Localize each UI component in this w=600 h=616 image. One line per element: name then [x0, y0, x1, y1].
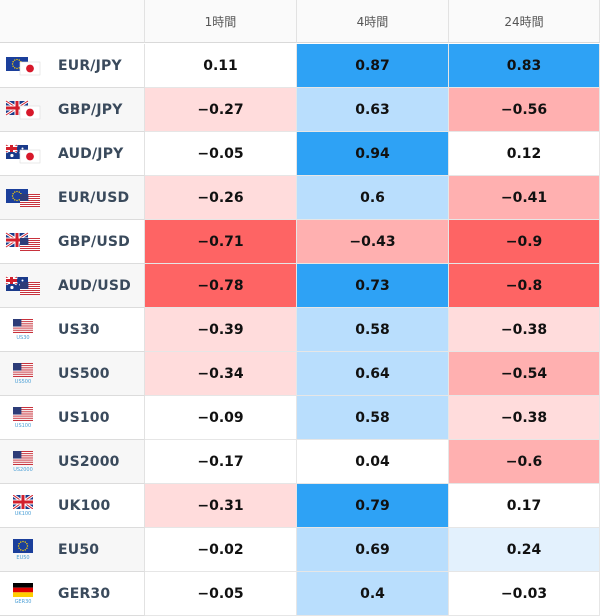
pair-cell-aud-usd[interactable]: AUD/USD — [0, 264, 145, 308]
flag-au-jp-icon — [0, 143, 46, 164]
value-24h: −0.41 — [449, 176, 600, 220]
flag-us-icon: US500 — [0, 362, 46, 385]
pair-name: EU50 — [58, 541, 100, 558]
value-4h: 0.63 — [297, 88, 449, 132]
flag-eu-us-icon — [0, 188, 46, 208]
pair-sublabel: US500 — [14, 378, 32, 385]
value-1h: −0.78 — [145, 264, 297, 308]
flag-eu-icon: EU50 — [0, 538, 46, 561]
pair-cell-us30[interactable]: US30 US30 — [0, 308, 145, 352]
pair-sublabel: UK100 — [14, 510, 32, 517]
pair-name: US2000 — [58, 453, 120, 470]
pair-name: GBP/USD — [58, 233, 131, 250]
pair-sublabel: US100 — [14, 422, 32, 429]
pair-name: UK100 — [58, 497, 111, 514]
value-4h: 0.4 — [297, 572, 449, 616]
value-4h: 0.58 — [297, 308, 449, 352]
pair-name: US100 — [58, 409, 110, 426]
value-24h: −0.38 — [449, 308, 600, 352]
value-1h: −0.05 — [145, 572, 297, 616]
pair-name: AUD/USD — [58, 277, 131, 294]
value-24h: −0.8 — [449, 264, 600, 308]
value-1h: 0.11 — [145, 44, 297, 88]
flag-gb-us-icon — [0, 231, 46, 252]
header-4h[interactable]: 4時間 — [297, 0, 449, 43]
flag-eu-jp-icon — [0, 56, 46, 76]
value-1h: −0.02 — [145, 528, 297, 572]
value-4h: 0.04 — [297, 440, 449, 484]
pair-sublabel: US2000 — [13, 466, 33, 473]
value-1h: −0.05 — [145, 132, 297, 176]
pair-name: EUR/JPY — [58, 57, 122, 74]
header-1h[interactable]: 1時間 — [145, 0, 297, 43]
pair-cell-us100[interactable]: US100 US100 — [0, 396, 145, 440]
pair-name: GBP/JPY — [58, 101, 123, 118]
pair-cell-us500[interactable]: US500 US500 — [0, 352, 145, 396]
value-24h: −0.03 — [449, 572, 600, 616]
pair-cell-eur-jpy[interactable]: EUR/JPY — [0, 44, 145, 88]
value-24h: 0.24 — [449, 528, 600, 572]
value-24h: 0.12 — [449, 132, 600, 176]
value-1h: −0.09 — [145, 396, 297, 440]
value-1h: −0.27 — [145, 88, 297, 132]
pair-cell-eur-usd[interactable]: EUR/USD — [0, 176, 145, 220]
pair-name: US30 — [58, 321, 100, 338]
pair-name: AUD/JPY — [58, 145, 124, 162]
value-4h: 0.73 — [297, 264, 449, 308]
pair-sublabel: GER30 — [14, 598, 32, 605]
pair-cell-us2000[interactable]: US2000 US2000 — [0, 440, 145, 484]
value-4h: −0.43 — [297, 220, 449, 264]
value-1h: −0.39 — [145, 308, 297, 352]
pair-cell-gbp-jpy[interactable]: GBP/JPY — [0, 88, 145, 132]
value-1h: −0.71 — [145, 220, 297, 264]
pair-cell-eu50[interactable]: EU50 EU50 — [0, 528, 145, 572]
header-24h[interactable]: 24時間 — [449, 0, 600, 43]
pair-sublabel: US30 — [16, 334, 30, 341]
value-4h: 0.6 — [297, 176, 449, 220]
flag-de-icon: GER30 — [0, 582, 46, 605]
pair-name: GER30 — [58, 585, 111, 602]
value-4h: 0.79 — [297, 484, 449, 528]
flag-au-us-icon — [0, 275, 46, 296]
pair-cell-aud-jpy[interactable]: AUD/JPY — [0, 132, 145, 176]
value-4h: 0.58 — [297, 396, 449, 440]
flag-us-icon: US2000 — [0, 450, 46, 473]
value-24h: −0.9 — [449, 220, 600, 264]
value-24h: −0.38 — [449, 396, 600, 440]
pair-cell-gbp-usd[interactable]: GBP/USD — [0, 220, 145, 264]
value-1h: −0.34 — [145, 352, 297, 396]
value-1h: −0.26 — [145, 176, 297, 220]
flag-us-icon: US30 — [0, 318, 46, 341]
value-24h: −0.6 — [449, 440, 600, 484]
pair-name: EUR/USD — [58, 189, 130, 206]
pair-name: US500 — [58, 365, 110, 382]
pair-sublabel: EU50 — [16, 554, 30, 561]
value-24h: −0.54 — [449, 352, 600, 396]
value-24h: 0.83 — [449, 44, 600, 88]
value-4h: 0.87 — [297, 44, 449, 88]
value-24h: −0.56 — [449, 88, 600, 132]
value-1h: −0.17 — [145, 440, 297, 484]
pair-cell-uk100[interactable]: UK100 UK100 — [0, 484, 145, 528]
value-4h: 0.69 — [297, 528, 449, 572]
flag-gb-icon: UK100 — [0, 494, 46, 517]
flag-gb-jp-icon — [0, 99, 46, 120]
header-corner — [0, 0, 145, 43]
value-4h: 0.94 — [297, 132, 449, 176]
pair-cell-ger30[interactable]: GER30 GER30 — [0, 572, 145, 616]
value-24h: 0.17 — [449, 484, 600, 528]
flag-us-icon: US100 — [0, 406, 46, 429]
value-4h: 0.64 — [297, 352, 449, 396]
value-1h: −0.31 — [145, 484, 297, 528]
